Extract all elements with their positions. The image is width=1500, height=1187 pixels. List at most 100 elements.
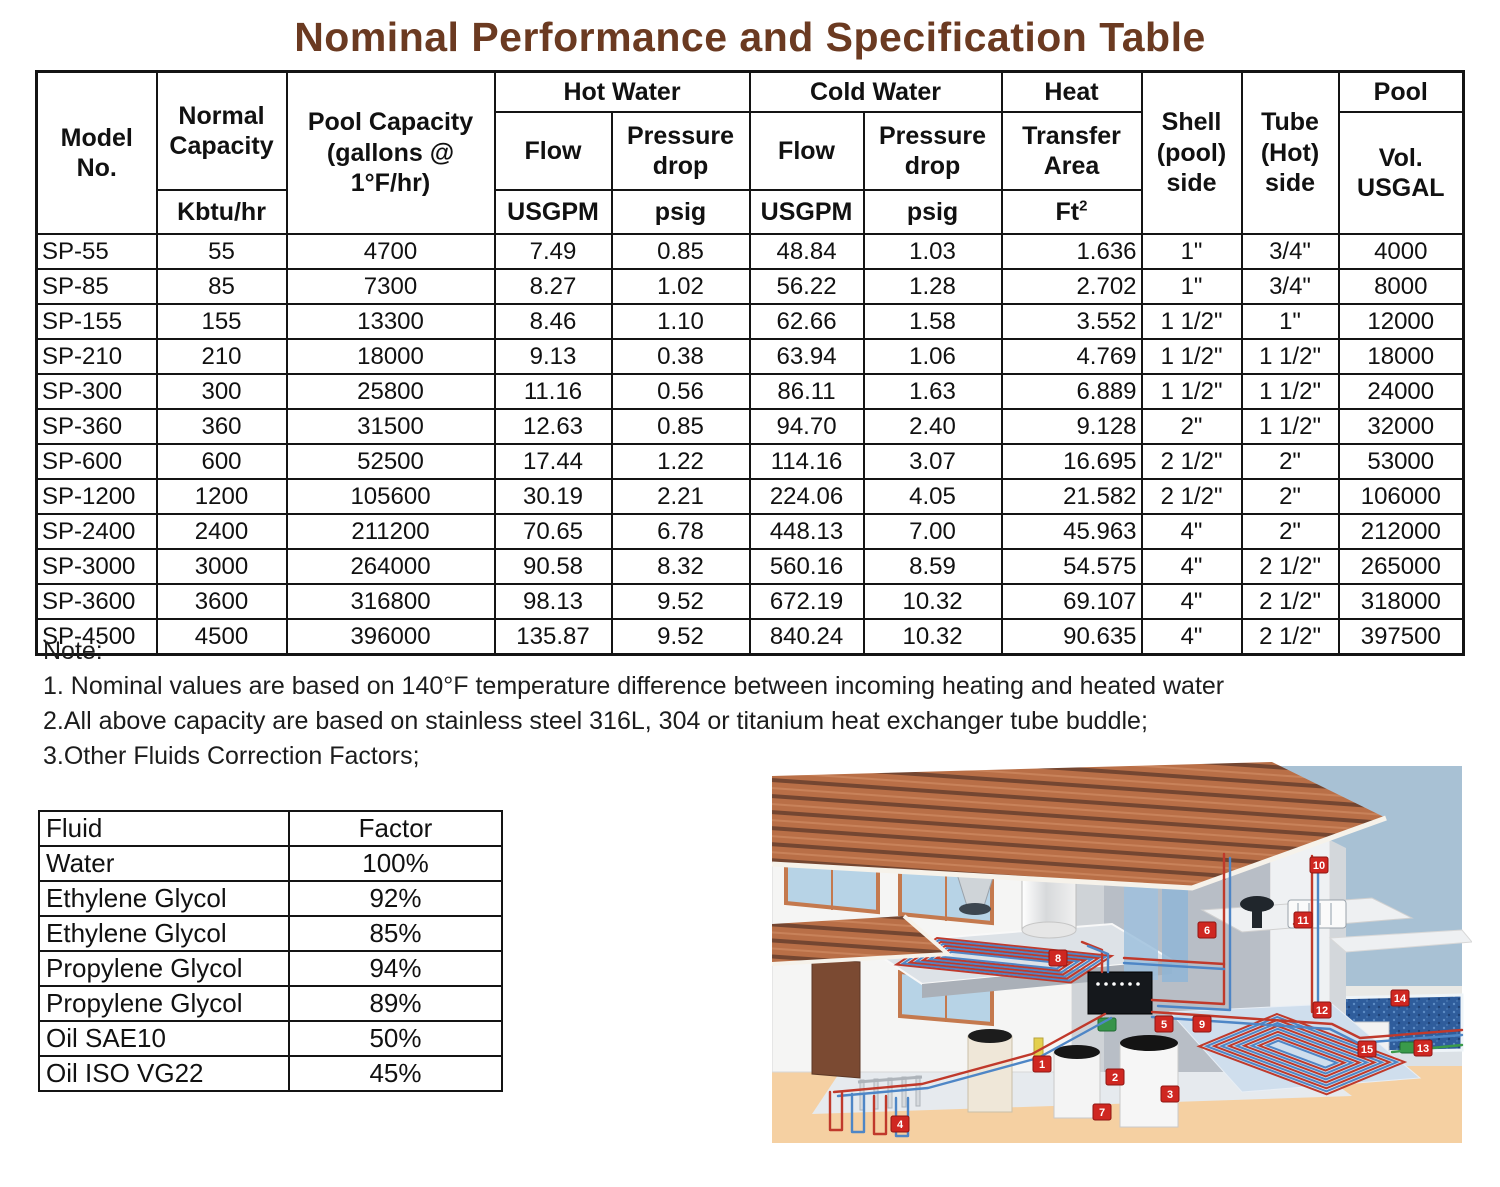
spec-table: Model No. Normal Capacity Pool Capacity … — [35, 70, 1466, 656]
col-header-hot-psig: psig — [610, 189, 751, 235]
spec-cell: 1.03 — [862, 233, 1003, 270]
fluid-name-cell: Ethylene Glycol — [38, 880, 290, 917]
spec-cell: 672.19 — [748, 583, 865, 620]
spec-cell: 25800 — [285, 373, 496, 410]
col-header-ft2: Ft2 — [1000, 189, 1143, 235]
badge-7: 7 — [1092, 1103, 1112, 1121]
col-header-cold-water: Cold Water — [748, 70, 1003, 113]
spec-cell: 3/4" — [1240, 268, 1340, 305]
col-header-pool-vol: Vol. USGAL — [1337, 111, 1465, 235]
spec-cell: 2 1/2" — [1140, 443, 1243, 480]
spec-cell: 114.16 — [748, 443, 865, 480]
badge-1: 1 — [1032, 1055, 1052, 1073]
svg-text:10: 10 — [1313, 860, 1325, 872]
notes: Note: 1. Nominal values are based on 140… — [43, 634, 1224, 774]
spec-cell: 6.889 — [1000, 373, 1143, 410]
spec-cell: 211200 — [285, 513, 496, 550]
col-header-cold-pressure-drop: Pressure drop — [862, 111, 1003, 191]
spec-cell: 4" — [1140, 513, 1243, 550]
spec-cell: 396000 — [285, 618, 496, 656]
spec-cell: 1.06 — [862, 338, 1003, 375]
roof-fascia — [772, 815, 1387, 891]
spec-cell: 1.636 — [1000, 233, 1143, 270]
spec-cell: 10.32 — [862, 618, 1003, 656]
spec-cell: SP-300 — [35, 373, 158, 410]
spec-cell: 840.24 — [748, 618, 865, 656]
spec-cell: 2 1/2" — [1240, 548, 1340, 585]
floor-heating-loop — [1207, 1017, 1397, 1091]
spec-cell: 397500 — [1337, 618, 1465, 656]
svg-text:3: 3 — [1167, 1089, 1173, 1101]
spec-cell: 264000 — [285, 548, 496, 585]
spec-row: SP-1200 1200 105600 30.19 2.21 224.06 4.05 21.5… — [35, 478, 1465, 515]
spec-cell: 8.46 — [493, 303, 613, 340]
spec-cell: 13300 — [285, 303, 496, 340]
front-door — [811, 957, 861, 1079]
spec-cell: SP-1200 — [35, 478, 158, 515]
spec-cell: 265000 — [1337, 548, 1465, 585]
porch-roof — [772, 916, 948, 964]
col-header-hot-flow: Flow — [493, 111, 613, 191]
col-header-pool-capacity: Pool Capacity (gallons @ 1°F/hr) — [285, 70, 496, 235]
spec-cell: 7300 — [285, 268, 496, 305]
spec-cell: 52500 — [285, 443, 496, 480]
storage-tanks — [967, 1029, 1179, 1128]
fluid-row: Oil ISO VG22 45% — [38, 1055, 503, 1092]
fluid-name-cell: Oil SAE10 — [38, 1020, 290, 1057]
col-header-heat: Heat — [1000, 70, 1143, 113]
spec-cell: 18000 — [1337, 338, 1465, 375]
fluid-table-body: Water 100% Ethylene Glycol 92% Ethylene Glyc… — [38, 845, 503, 1092]
spec-cell: 4" — [1140, 583, 1243, 620]
fluid-name-cell: Ethylene Glycol — [38, 915, 290, 952]
spec-cell: 90.58 — [493, 548, 613, 585]
svg-text:6: 6 — [1204, 925, 1210, 937]
badge-12: 12 — [1312, 1001, 1332, 1019]
pipes — [828, 852, 1464, 1138]
factor-cell: 100% — [288, 845, 503, 882]
badge-2: 2 — [1105, 1068, 1125, 1086]
spec-cell: 2 1/2" — [1240, 583, 1340, 620]
spec-cell: 1.63 — [862, 373, 1003, 410]
svg-text:4: 4 — [897, 1119, 904, 1131]
badge-3: 3 — [1160, 1085, 1180, 1103]
page-title: Nominal Performance and Specification Ta… — [294, 14, 1206, 60]
spec-row: SP-3600 3600 316800 98.13 9.52 672.19 10.32 69.… — [35, 583, 1465, 620]
spec-row: SP-55 55 4700 7.49 0.85 48.84 1.03 1.636 1" 3/4" 4… — [35, 233, 1465, 270]
floor-heating-loop — [1199, 1014, 1404, 1094]
fluid-row: Propylene Glycol 94% — [38, 950, 503, 987]
fluid-name-cell: Oil ISO VG22 — [38, 1055, 290, 1092]
spec-cell: 3600 — [155, 583, 288, 620]
badge-9: 9 — [1192, 1015, 1212, 1033]
col-header-pool: Pool — [1337, 70, 1465, 113]
main-roof — [772, 762, 1386, 888]
spec-cell: 17.44 — [493, 443, 613, 480]
spec-row: SP-85 85 7300 8.27 1.02 56.22 1.28 2.702 1" 3/4" 8… — [35, 268, 1465, 305]
note-item-2: 2.All above capacity are based on stainl… — [43, 707, 1148, 735]
spec-cell: SP-360 — [35, 408, 158, 445]
factor-cell: 50% — [288, 1020, 503, 1057]
spec-cell: 360 — [155, 408, 288, 445]
spec-cell: 1.28 — [862, 268, 1003, 305]
col-header-normal-capacity: Normal Capacity — [155, 70, 288, 191]
ft2-superscript: 2 — [1079, 197, 1088, 215]
spec-cell: 3/4" — [1240, 233, 1340, 270]
spec-cell: 86.11 — [748, 373, 865, 410]
spec-cell: 300 — [155, 373, 288, 410]
spec-cell: 69.107 — [1000, 583, 1143, 620]
spec-cell: 24000 — [1337, 373, 1465, 410]
svg-text:5: 5 — [1161, 1019, 1167, 1031]
spec-row: SP-210 210 18000 9.13 0.38 63.94 1.06 4.769 1 1/… — [35, 338, 1465, 375]
spec-cell: 16.695 — [1000, 443, 1143, 480]
spec-cell: 4500 — [155, 618, 288, 656]
spec-cell: SP-600 — [35, 443, 158, 480]
badge-6: 6 — [1197, 921, 1217, 939]
spec-cell: 318000 — [1337, 583, 1465, 620]
lower-floor-coil — [1199, 1014, 1404, 1094]
floor-heating-loop — [1237, 1029, 1367, 1080]
fluid-name-cell: Propylene Glycol — [38, 985, 290, 1022]
spec-cell: 56.22 — [748, 268, 865, 305]
tank-1 — [967, 1029, 1013, 1113]
spec-cell: 94.70 — [748, 408, 865, 445]
spec-cell: 210 — [155, 338, 288, 375]
